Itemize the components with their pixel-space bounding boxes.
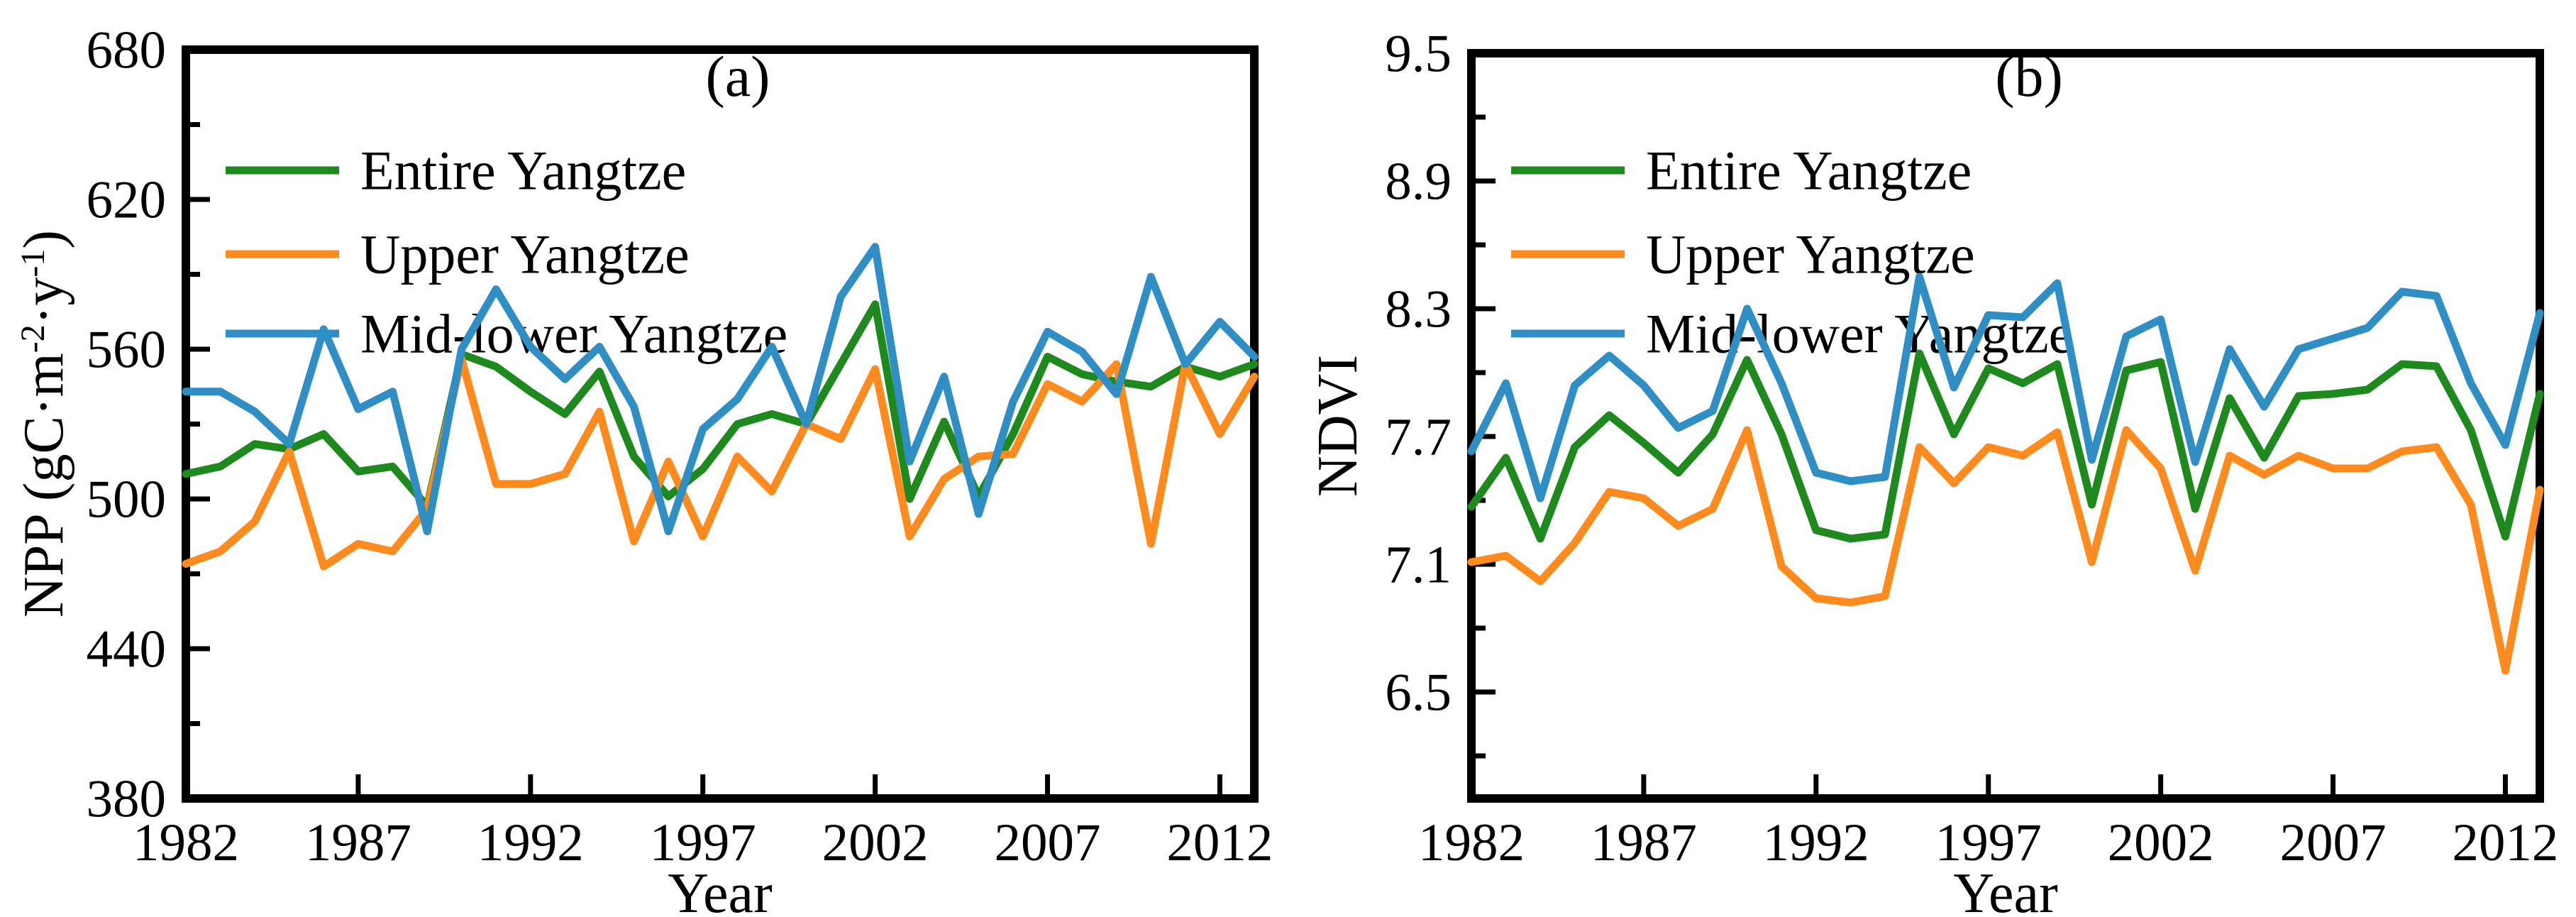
plot-box — [1467, 49, 2544, 803]
x-tick-label: 1992 — [1763, 813, 1869, 872]
x-tick-label: 1987 — [1591, 813, 1697, 872]
plot-box — [182, 45, 1259, 803]
y-tick-label: 440 — [87, 620, 167, 679]
y-tick-label: 680 — [87, 21, 167, 80]
series-mid-lower-yangtze — [182, 243, 1259, 536]
series-entire-yangtze — [182, 300, 1259, 510]
series-mid-lower-yangtze — [1467, 273, 2544, 503]
x-tick-label: 1997 — [1935, 813, 2042, 872]
y-tick-label: 380 — [87, 770, 167, 829]
y-tick-label: 8.9 — [1385, 153, 1452, 212]
y-tick-label: 560 — [87, 321, 167, 380]
x-axis-title: Year — [668, 862, 772, 917]
series-entire-yangtze — [1467, 349, 2544, 543]
x-tick-label: 2012 — [2452, 813, 2558, 872]
x-tick-label: 1997 — [650, 813, 756, 872]
y-axis-title: NDVI — [1307, 355, 1369, 497]
legend-label: Upper Yangtze — [360, 224, 690, 285]
x-tick-label: 2007 — [995, 813, 1101, 872]
legend-label: Entire Yangtze — [1646, 140, 1972, 202]
legend-label: Entire Yangtze — [360, 140, 686, 202]
x-tick-label: 2002 — [2108, 813, 2214, 872]
y-axis-title: NPP (gC·m-2·y-1) — [13, 230, 75, 617]
x-tick-label: 2012 — [1166, 813, 1273, 872]
panel-b-ndvi-chart: 9.5 8.9 8.3 7.7 7.1 6.5 1982 1987 1992 1997 2002 20… — [1307, 25, 2558, 917]
y-tick-label: 7.7 — [1385, 408, 1452, 467]
y-tick-label: 500 — [87, 471, 167, 529]
legend-label: Mid-lower Yangtze — [360, 303, 787, 365]
x-axis-title: Year — [1953, 862, 2057, 917]
x-tick-label: 2002 — [822, 813, 929, 872]
x-tick-label: 2007 — [2280, 813, 2387, 872]
panel-label: (b) — [1995, 44, 2063, 109]
series-upper-yangtze — [182, 355, 1259, 571]
panel-label: (a) — [705, 44, 770, 109]
x-tick-label: 1982 — [133, 813, 239, 872]
legend-label: Mid-lower Yangtze — [1646, 303, 2073, 365]
y-tick-label: 7.1 — [1385, 536, 1452, 595]
y-tick-label: 620 — [87, 171, 167, 230]
y-tick-label: 8.3 — [1385, 280, 1452, 339]
y-tick-label: 6.5 — [1385, 664, 1452, 723]
x-tick-label: 1987 — [305, 813, 411, 872]
y-tick-label: 9.5 — [1385, 25, 1452, 84]
series-upper-yangtze — [1467, 426, 2544, 675]
x-tick-label: 1992 — [477, 813, 584, 872]
x-tick-label: 1982 — [1418, 813, 1525, 872]
legend-label: Upper Yangtze — [1646, 224, 1975, 285]
